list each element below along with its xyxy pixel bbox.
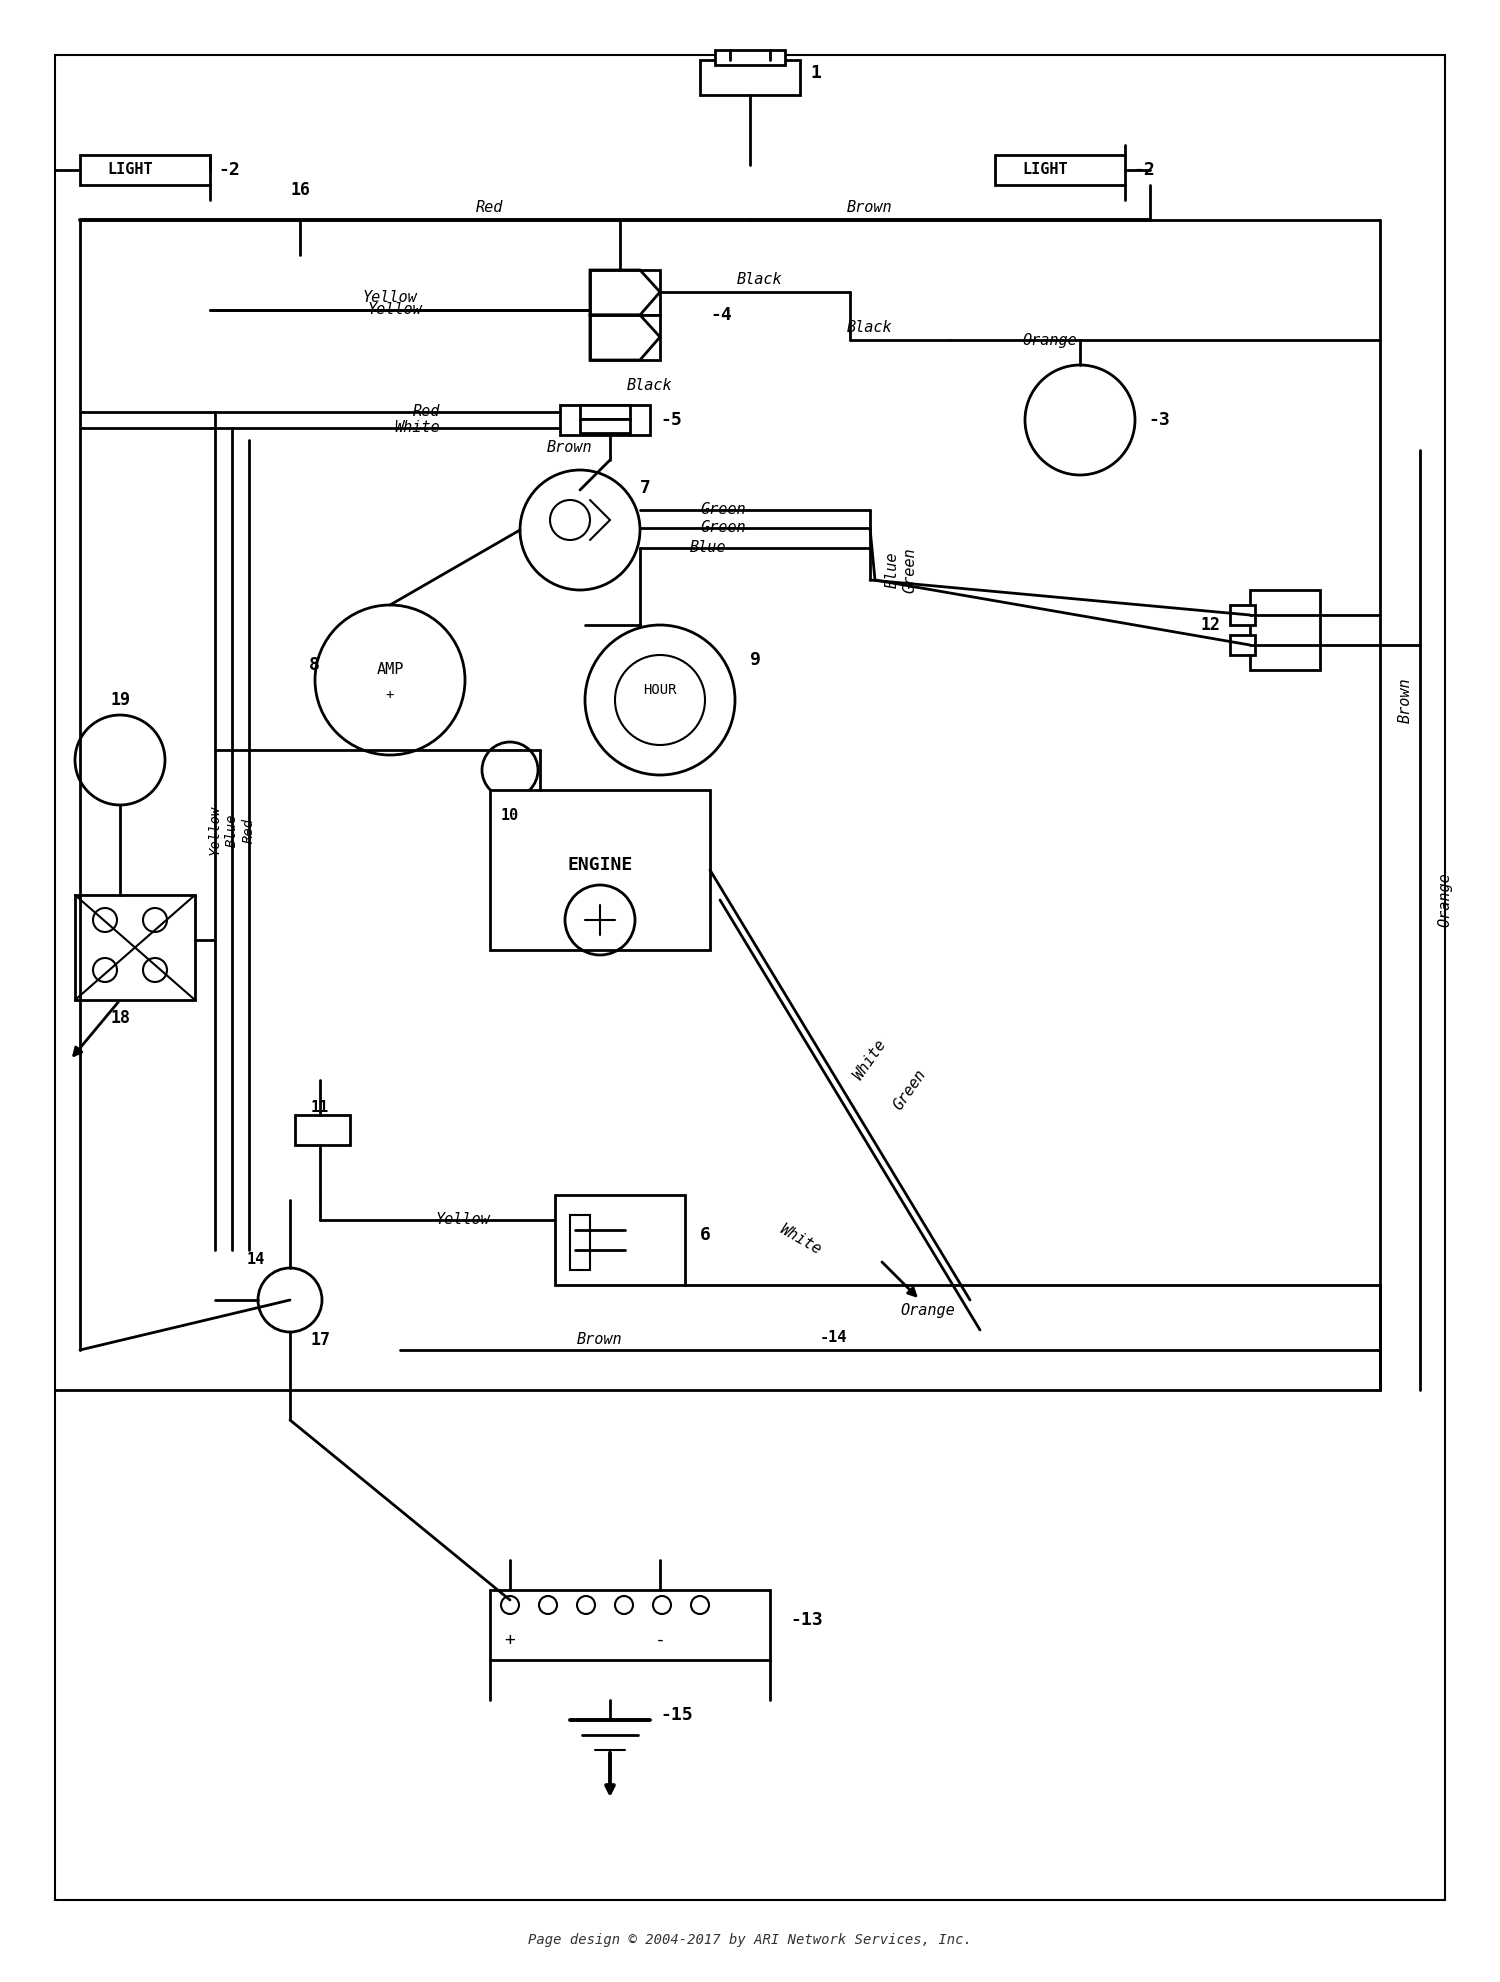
Text: 14: 14: [246, 1253, 266, 1268]
Text: Orange: Orange: [1023, 333, 1077, 347]
Bar: [1230, 605, 1256, 624]
Text: Green: Green: [700, 521, 746, 535]
Text: Red: Red: [477, 200, 504, 216]
Text: Yellow: Yellow: [363, 291, 417, 305]
Text: 19: 19: [110, 692, 130, 710]
Text: AMP: AMP: [376, 662, 404, 678]
Bar: [1250, 591, 1320, 670]
Text: -5: -5: [660, 410, 681, 428]
Text: Blue: Blue: [225, 813, 238, 846]
Text: 8: 8: [309, 656, 320, 674]
Text: LIGHT: LIGHT: [106, 163, 153, 178]
Text: Yellow: Yellow: [209, 805, 222, 854]
Text: 6: 6: [700, 1227, 711, 1245]
Text: -: -: [654, 1631, 666, 1649]
Bar: [580, 418, 630, 432]
Text: -2: -2: [217, 161, 240, 178]
Text: 1: 1: [810, 63, 820, 81]
Bar: [490, 1590, 770, 1661]
Text: 9: 9: [750, 650, 760, 670]
Text: Black: Black: [736, 272, 783, 287]
Text: Black: Black: [847, 321, 892, 335]
Text: -4: -4: [710, 305, 732, 323]
Text: 12: 12: [1200, 616, 1219, 634]
Text: HOUR: HOUR: [644, 684, 676, 698]
Text: 18: 18: [110, 1009, 130, 1027]
Text: 10: 10: [501, 807, 519, 823]
Text: -13: -13: [790, 1611, 822, 1629]
Text: Brown: Brown: [1398, 678, 1413, 723]
Text: -14: -14: [821, 1330, 848, 1346]
Text: 7: 7: [640, 480, 651, 497]
Bar: [570, 1215, 590, 1270]
Text: White: White: [850, 1037, 889, 1082]
Text: Page design © 2004-2017 by ARI Network Services, Inc.: Page design © 2004-2017 by ARI Network S…: [528, 1932, 972, 1946]
Text: Yellow: Yellow: [435, 1213, 490, 1227]
Text: 16: 16: [290, 180, 310, 198]
Text: Red: Red: [242, 817, 256, 842]
Text: Yellow: Yellow: [368, 303, 423, 317]
Text: White: White: [777, 1223, 824, 1259]
Bar: [716, 50, 784, 65]
Bar: [80, 155, 210, 184]
Text: LIGHT: LIGHT: [1022, 163, 1068, 178]
Text: -15: -15: [660, 1707, 693, 1724]
Bar: [1230, 634, 1256, 654]
Bar: [994, 155, 1125, 184]
Text: +: +: [504, 1631, 516, 1649]
Text: Brown: Brown: [847, 200, 892, 216]
Text: -2: -2: [1132, 161, 1155, 178]
Text: Green: Green: [700, 503, 746, 517]
Text: White: White: [394, 420, 439, 436]
Text: 11: 11: [310, 1100, 328, 1116]
Bar: [700, 59, 800, 95]
Text: Red: Red: [413, 404, 440, 420]
Text: Green: Green: [902, 547, 916, 593]
Text: Orange: Orange: [1437, 872, 1452, 928]
Text: Brown: Brown: [578, 1332, 622, 1348]
Text: Brown: Brown: [548, 440, 592, 456]
Text: Black: Black: [627, 377, 674, 392]
Text: Green: Green: [891, 1066, 928, 1114]
Text: +: +: [386, 688, 394, 702]
Bar: [590, 270, 660, 315]
Bar: [490, 791, 710, 949]
Text: Blue: Blue: [885, 551, 900, 589]
Text: Orange: Orange: [900, 1302, 954, 1318]
Bar: [560, 404, 650, 434]
Bar: [296, 1116, 350, 1146]
Bar: [580, 404, 630, 418]
Text: -3: -3: [1148, 410, 1170, 428]
Bar: [590, 315, 660, 361]
Bar: [75, 896, 195, 1001]
Bar: [555, 1195, 686, 1284]
Text: ENGINE: ENGINE: [567, 856, 633, 874]
Text: 17: 17: [310, 1332, 330, 1350]
Text: Blue: Blue: [690, 541, 726, 555]
